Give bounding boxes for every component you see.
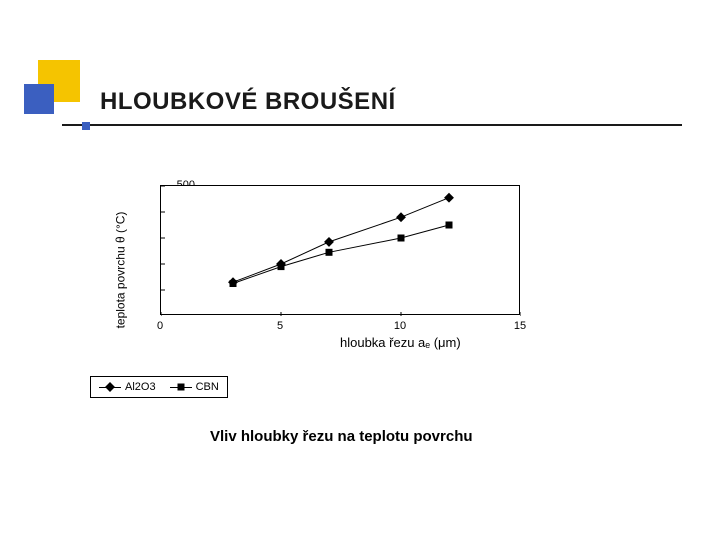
decor-blue-square [24,84,54,114]
legend-label: CBN [196,381,219,393]
title-bullet [82,122,90,130]
legend-label: Al2O3 [125,381,156,393]
xtick-label: 10 [394,320,406,332]
legend-item-cbn: CBN [170,381,219,393]
legend-marker-square [170,387,192,388]
xtick-label: 0 [157,320,163,332]
title-underline [62,124,682,126]
chart-caption: Vliv hloubky řezu na teplotu povrchu [210,428,473,445]
legend-item-al2o3: Al2O3 [99,381,156,393]
chart-legend: Al2O3 CBN [90,376,228,398]
chart-ylabel: teplota povrchu θ (°C) [113,212,127,329]
chart-xlabel: hloubka řezu aₑ (μm) [340,335,461,350]
page-title: HLOUBKOVÉ BROUŠENÍ [100,88,396,116]
chart-container: teplota povrchu θ (°C) 500 400 300 200 1… [80,180,560,360]
xtick-label: 5 [277,320,283,332]
legend-marker-diamond [99,387,121,388]
chart-plot-area [160,185,520,315]
chart-svg [161,186,521,316]
xtick-label: 15 [514,320,526,332]
